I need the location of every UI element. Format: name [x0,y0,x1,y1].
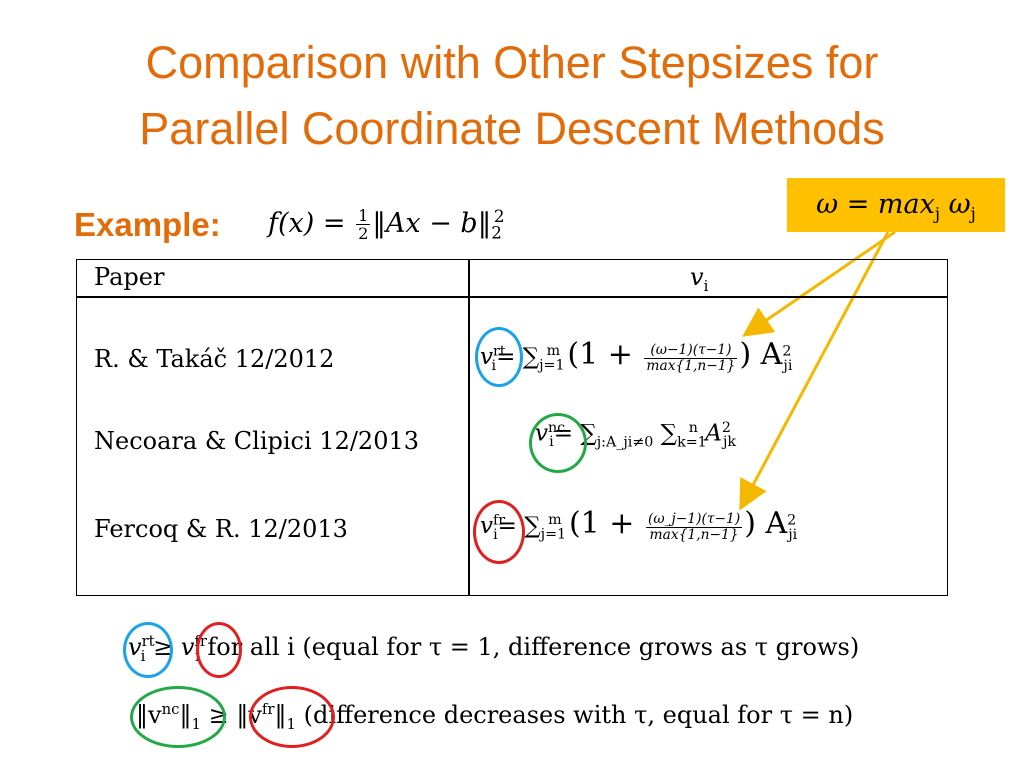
half-denominator: 2 [358,224,369,243]
omega-callout-tail-sub: j [970,203,976,224]
stepsize-table [76,259,948,596]
half-numerator: 1 [356,206,371,225]
circle-bottom-fr-norm [249,686,335,748]
table-row-paper-fr: Fercoq & R. 12/2013 [94,515,348,543]
table-header-divider [76,296,948,298]
table-column-divider [468,259,470,596]
table-header-paper: Paper [94,263,165,291]
stepsize-fraction: (ω_j−1)(τ−1) max{1,n−1} [645,511,743,543]
example-formula-lhs: f(x) = [268,208,355,239]
table-header-v-sub: i [703,276,709,295]
paren-open: (1 + [567,337,643,372]
a-sup: 2 [787,512,797,529]
circle-bottom-fr [196,622,242,678]
frac-num: (ω−1)(τ−1) [644,343,738,359]
table-row-paper-rt: R. & Takáč 12/2012 [94,345,335,373]
a-sub: ji [788,526,798,543]
sum2-sign: ∑ [653,420,678,447]
sum2-sup: n [688,420,698,436]
sum-sup: m [546,343,561,360]
v-letter: v [180,633,195,661]
sum2-sub: k=1 [677,434,707,451]
slide-title-line-1: Comparison with Other Stepsizes for [145,37,879,88]
sum-sub: j=1 [540,526,567,543]
a-sup: 2 [721,420,731,436]
table-row-formula-rt: vrti= ∑j=1m (1 + (ω−1)(τ−1) max{1,n−1}) A… [480,337,792,374]
table-header-v-letter: v [690,263,704,291]
comparison-line-2-text: (difference decreases with τ, equal for … [303,701,854,729]
sum-sup: m [548,512,562,529]
a-sub: jk [722,434,737,451]
circle-v-nc [529,413,587,473]
slide-title: Comparison with Other Stepsizes for Para… [0,30,1024,162]
table-row-paper-nc: Necoara & Clipici 12/2013 [94,427,420,455]
example-label: Example: [74,206,221,243]
paren-close: ) A [744,506,788,541]
circle-bottom-rt [123,622,173,678]
norm-superscript: 2 [493,206,505,226]
paren-open: (1 + [568,506,644,541]
omega-callout-tail: ω [940,189,971,220]
circle-bottom-nc [130,686,226,748]
sum-sub: j=1 [539,357,565,374]
comparison-line-2: ‖vnc‖1 ≥ ‖vfr‖1 (difference decreases wi… [136,700,853,733]
a-sup: 2 [782,343,792,360]
table-row-formula-fr: vfri= ∑j=1m (1 + (ω_j−1)(τ−1) max{1,n−1})… [480,506,797,543]
frac-den: max{1,n−1} [646,357,736,374]
circle-v-rt [475,327,523,387]
omega-callout: ω = maxj ωj [787,178,1005,232]
a-letter: A [697,420,722,447]
table-header-v: vi [690,263,708,295]
sum-sub: j:A_ji≠0 [596,434,654,451]
frac-num: (ω_j−1)(τ−1) [645,511,743,528]
comparison-line-1-text: for all i (equal for τ = 1, difference g… [207,633,860,661]
norm-subscript: 2 [491,222,502,243]
a-sub: ji [783,357,793,374]
circle-v-fr [473,500,525,564]
frac-den: max{1,n−1} [649,526,739,543]
slide-title-line-2: Parallel Coordinate Descent Methods [139,103,885,154]
stepsize-fraction: (ω−1)(τ−1) max{1,n−1} [644,343,738,374]
example-formula: f(x) = 1 2 ‖Ax − b‖22 [268,206,505,242]
omega-callout-sub: j [934,203,941,224]
omega-callout-text: ω = max [816,189,935,220]
paren-close: ) A [739,337,783,372]
example-formula-rhs: ‖Ax − b‖ [372,208,492,239]
